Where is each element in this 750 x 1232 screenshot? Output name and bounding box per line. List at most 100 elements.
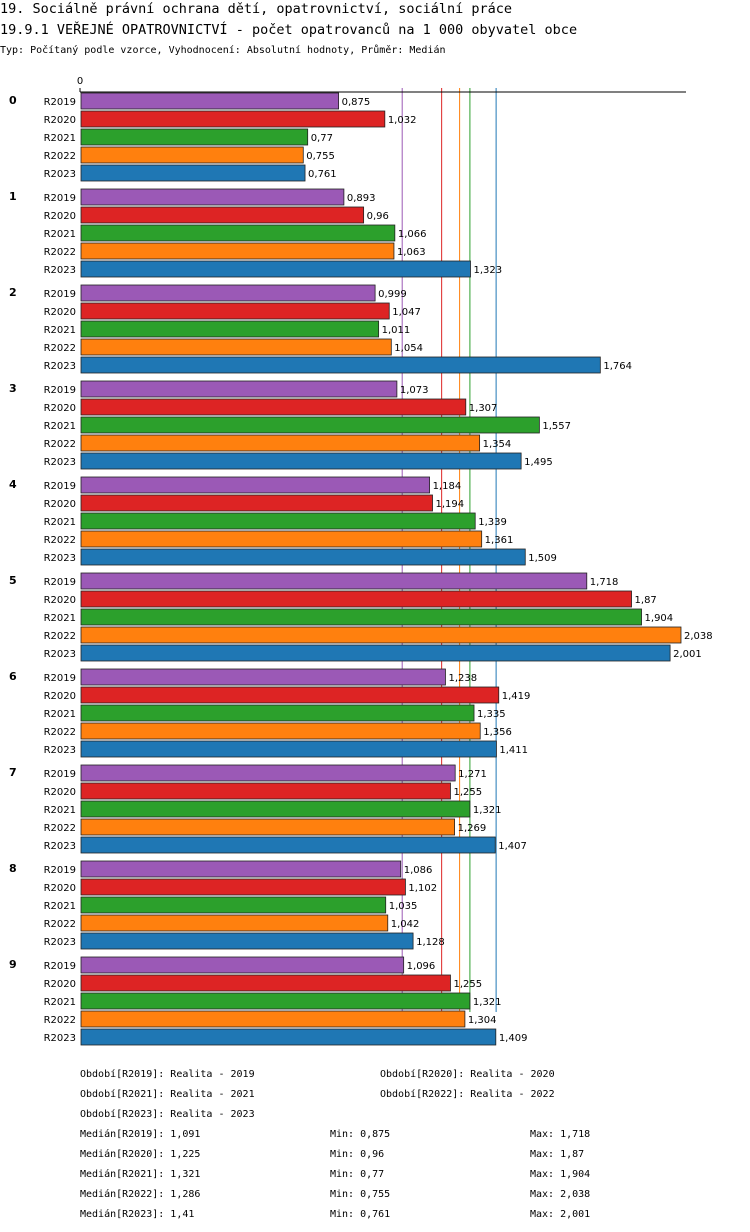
max-label: Max: 2,038: [530, 1189, 590, 1200]
bar: [80, 740, 497, 758]
row-label: R2022: [44, 823, 76, 834]
row-label: R2021: [44, 517, 76, 528]
bar: [80, 224, 396, 242]
median-label: Medián[R2019]: 1,091: [80, 1128, 200, 1140]
value-label: 1,269: [458, 823, 487, 834]
bar: [80, 434, 481, 452]
min-label: Min: 0,761: [330, 1209, 390, 1220]
row-label: R2021: [44, 229, 76, 240]
median-label: Medián[R2022]: 1,286: [80, 1188, 200, 1200]
row-label: R2023: [44, 841, 76, 852]
value-label: 1,354: [483, 439, 512, 450]
value-label: 0,999: [378, 289, 407, 300]
legend-entry: Období[R2021]: Realita - 2021: [80, 1088, 255, 1100]
row-label: R2019: [44, 673, 76, 684]
row-label: R2020: [44, 979, 76, 990]
category-label: 6: [9, 670, 17, 683]
min-label: Min: 0,96: [330, 1149, 384, 1160]
row-label: R2019: [44, 193, 76, 204]
row-label: R2022: [44, 919, 76, 930]
row-label: R2021: [44, 901, 76, 912]
value-label: 1,096: [407, 961, 436, 972]
bar: [80, 530, 483, 548]
max-label: Max: 1,718: [530, 1129, 590, 1140]
bar: [80, 722, 481, 740]
max-label: Max: 1,87: [530, 1149, 584, 1160]
row-label: R2019: [44, 385, 76, 396]
row-label: R2019: [44, 97, 76, 108]
bar: [80, 818, 455, 836]
value-label: 0,893: [347, 193, 376, 204]
value-label: 1,323: [473, 265, 502, 276]
row-label: R2021: [44, 325, 76, 336]
bar: [80, 800, 471, 818]
value-label: 1,764: [603, 361, 632, 372]
value-label: 1,271: [458, 769, 487, 780]
row-label: R2022: [44, 1015, 76, 1026]
min-label: Min: 0,755: [330, 1189, 390, 1200]
bar: [80, 974, 451, 992]
legend-entry: Období[R2020]: Realita - 2020: [380, 1068, 555, 1080]
value-label: 1,718: [590, 577, 619, 588]
min-label: Min: 0,77: [330, 1169, 384, 1180]
bar: [80, 590, 632, 608]
bar: [80, 416, 540, 434]
bar: [80, 626, 682, 644]
bar: [80, 782, 451, 800]
bar: [80, 452, 522, 470]
value-label: 1,557: [542, 421, 571, 432]
value-label: 1,87: [635, 595, 657, 606]
bar: [80, 956, 405, 974]
row-label: R2023: [44, 457, 76, 468]
value-label: 1,086: [404, 865, 433, 876]
value-label: 1,255: [453, 979, 482, 990]
legend-entry: Období[R2019]: Realita - 2019: [80, 1068, 255, 1080]
row-label: R2022: [44, 151, 76, 162]
value-label: 1,307: [469, 403, 498, 414]
bar: [80, 764, 456, 782]
row-label: R2020: [44, 691, 76, 702]
row-label: R2023: [44, 745, 76, 756]
chart-title: 19. Sociálně právní ochrana dětí, opatro…: [0, 1, 512, 17]
bar: [80, 860, 402, 878]
value-label: 1,339: [478, 517, 507, 528]
value-label: 1,356: [483, 727, 512, 738]
row-label: R2020: [44, 403, 76, 414]
bar: [80, 668, 446, 686]
bar: [80, 548, 526, 566]
bar: [80, 398, 467, 416]
category-label: 9: [9, 958, 17, 971]
chart-subtitle: 19.9.1 VEŘEJNÉ OPATROVNICTVÍ - počet opa…: [0, 21, 577, 38]
bar: [80, 356, 601, 374]
bar: [80, 644, 671, 662]
value-label: 1,184: [433, 481, 462, 492]
row-label: R2023: [44, 553, 76, 564]
bar: [80, 476, 430, 494]
bar: [80, 896, 387, 914]
median-label: Medián[R2023]: 1,41: [80, 1208, 194, 1220]
row-label: R2019: [44, 577, 76, 588]
median-label: Medián[R2020]: 1,225: [80, 1148, 200, 1160]
row-label: R2019: [44, 769, 76, 780]
bar: [80, 992, 471, 1010]
value-label: 1,054: [394, 343, 423, 354]
value-label: 1,495: [524, 457, 553, 468]
category-label: 5: [9, 574, 17, 587]
value-label: 1,011: [382, 325, 411, 336]
bar: [80, 914, 389, 932]
row-label: R2021: [44, 709, 76, 720]
bar: [80, 128, 309, 146]
category-label: 0: [9, 94, 17, 107]
row-label: R2020: [44, 115, 76, 126]
bar: [80, 188, 345, 206]
max-label: Max: 1,904: [530, 1169, 590, 1180]
row-label: R2020: [44, 787, 76, 798]
row-label: R2023: [44, 649, 76, 660]
value-label: 1,194: [436, 499, 465, 510]
bar: [80, 836, 496, 854]
bar: [80, 932, 414, 950]
value-label: 1,335: [477, 709, 506, 720]
row-label: R2020: [44, 499, 76, 510]
